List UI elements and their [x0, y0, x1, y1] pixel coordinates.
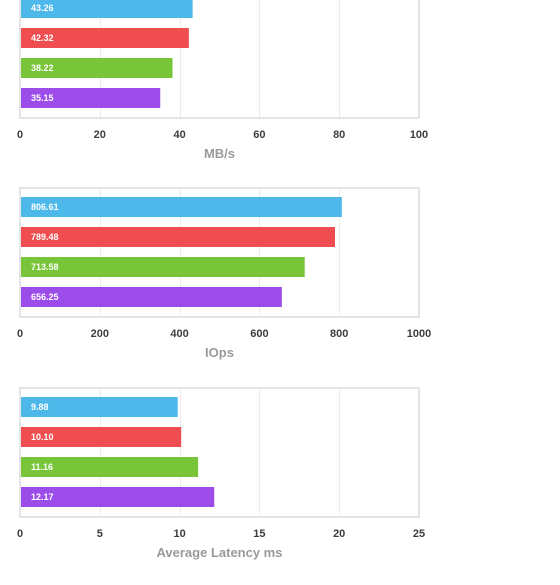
bar: [21, 28, 189, 48]
bar: [21, 287, 282, 307]
bar: [21, 58, 173, 78]
x-tick-label: 600: [250, 328, 268, 340]
bar: [21, 487, 215, 507]
bar: [21, 197, 342, 217]
bar-value-label: 43.26: [31, 3, 54, 13]
x-tick-label: 0: [17, 129, 23, 141]
bar: [21, 0, 193, 18]
x-tick-label: 20: [333, 528, 345, 540]
x-tick-label: 0: [17, 528, 23, 540]
bar-value-label: 713.58: [31, 262, 59, 272]
bar: [21, 427, 182, 447]
x-axis-title: Average Latency ms: [157, 545, 283, 560]
x-tick-label: 800: [330, 328, 348, 340]
bar-value-label: 806.61: [31, 202, 59, 212]
chart-1: 43.26 42.32 38.22 35.15 0 20 40 60 80 100 MB/s: [17, 0, 428, 161]
x-tick-label: 80: [333, 129, 345, 141]
bar-value-label: 38.22: [31, 63, 54, 73]
bar: [21, 397, 178, 417]
x-tick-label: 400: [170, 328, 188, 340]
bar-value-label: 789.48: [31, 232, 59, 242]
chart-2: 806.61 789.48 713.58 656.25 0 200 400 600 800 100…: [17, 187, 431, 360]
bar-value-label: 35.15: [31, 93, 54, 103]
x-tick-label: 60: [253, 129, 265, 141]
bar: [21, 88, 161, 108]
x-tick-label: 100: [410, 129, 428, 141]
x-axis-title: IOps: [205, 345, 234, 360]
bar-value-label: 11.16: [31, 462, 53, 472]
x-tick-label: 1000: [407, 328, 431, 340]
x-tick-label: 5: [97, 528, 103, 540]
x-axis-title: MB/s: [204, 146, 235, 161]
x-tick-label: 20: [94, 129, 106, 141]
bar-value-label: 12.17: [31, 492, 54, 502]
bar: [21, 257, 305, 277]
x-tick-label: 25: [413, 528, 425, 540]
chart-3: 9.88 10.10 11.16 12.17 0 5 10 15 20 25 Average Lat…: [17, 387, 425, 560]
x-tick-label: 40: [173, 129, 185, 141]
x-tick-label: 15: [253, 528, 265, 540]
x-tick-label: 10: [173, 528, 185, 540]
bar-value-label: 9.88: [31, 402, 49, 412]
bar: [21, 227, 336, 247]
bar-value-label: 656.25: [31, 292, 59, 302]
x-tick-label: 0: [17, 328, 23, 340]
bar-value-label: 10.10: [31, 432, 54, 442]
x-tick-label: 200: [91, 328, 109, 340]
bar-value-label: 42.32: [31, 33, 54, 43]
bar: [21, 457, 199, 477]
